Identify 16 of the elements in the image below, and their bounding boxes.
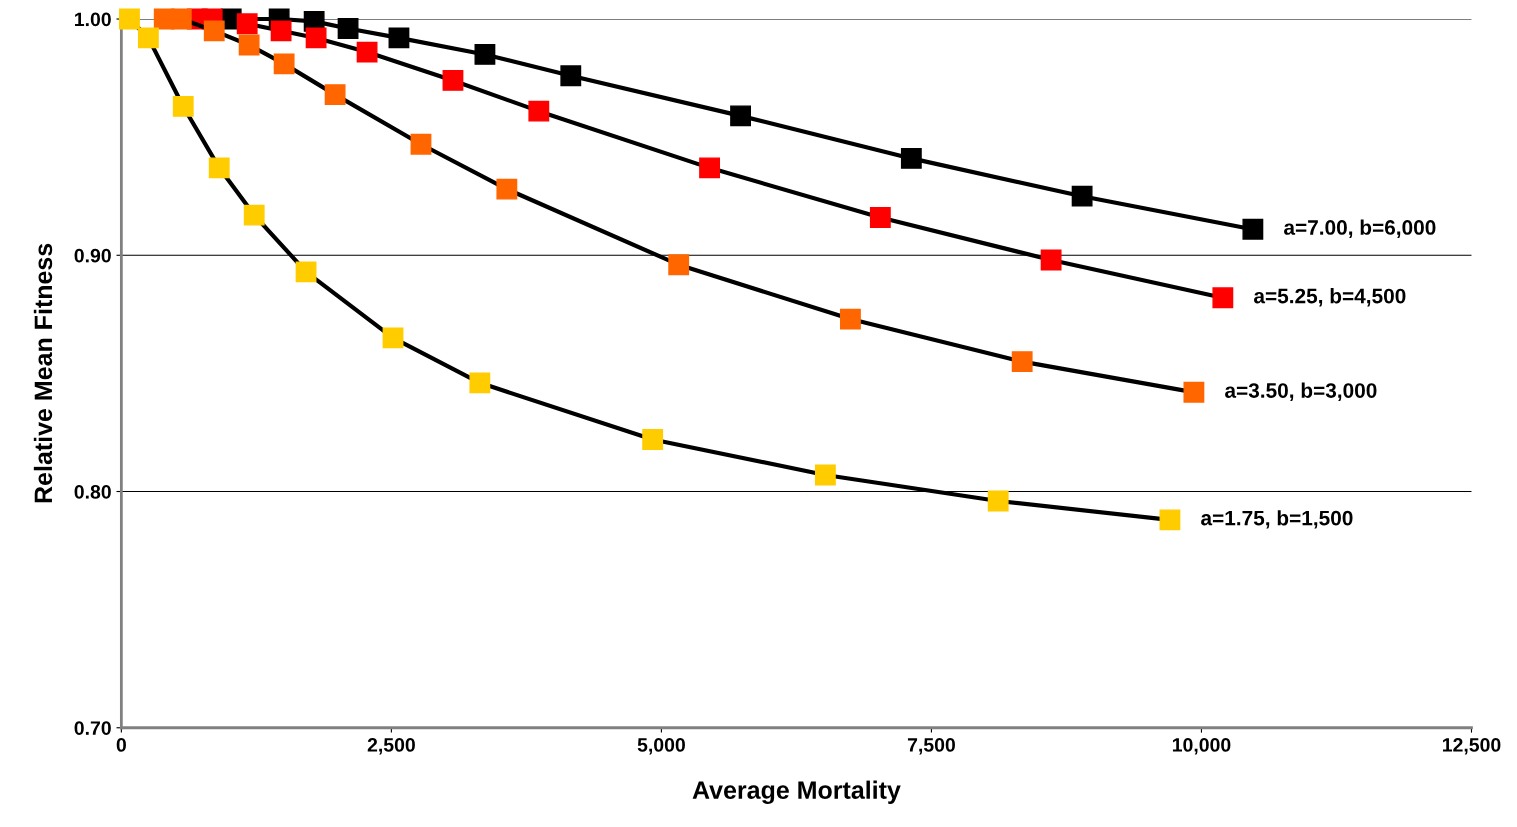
x-tick-label: 10,000 — [1172, 738, 1231, 755]
x-tick-label: 7,500 — [907, 738, 955, 755]
x-tick-label: 0 — [116, 738, 126, 752]
series-label: a=7.00, b=6,000 — [1284, 219, 1436, 238]
series-label: a=3.50, b=3,000 — [1225, 382, 1377, 401]
y-tick-label: 0.70 — [74, 721, 111, 735]
series-label: a=5.25, b=4,500 — [1254, 288, 1406, 307]
x-tick-label: 12,500 — [1442, 738, 1501, 755]
x-tick-label: 2,500 — [367, 738, 415, 755]
y-tick-label: 1.00 — [75, 12, 111, 27]
x-tick-label: 5,000 — [637, 738, 685, 755]
y-tick-label: 0.80 — [74, 484, 111, 499]
series-label: a=1.75, b=1,500 — [1201, 510, 1353, 529]
y-axis-title: Relative Mean Fitness — [33, 243, 53, 503]
y-tick-label: 0.90 — [74, 248, 111, 263]
x-axis-title: Average Mortality — [692, 780, 901, 805]
